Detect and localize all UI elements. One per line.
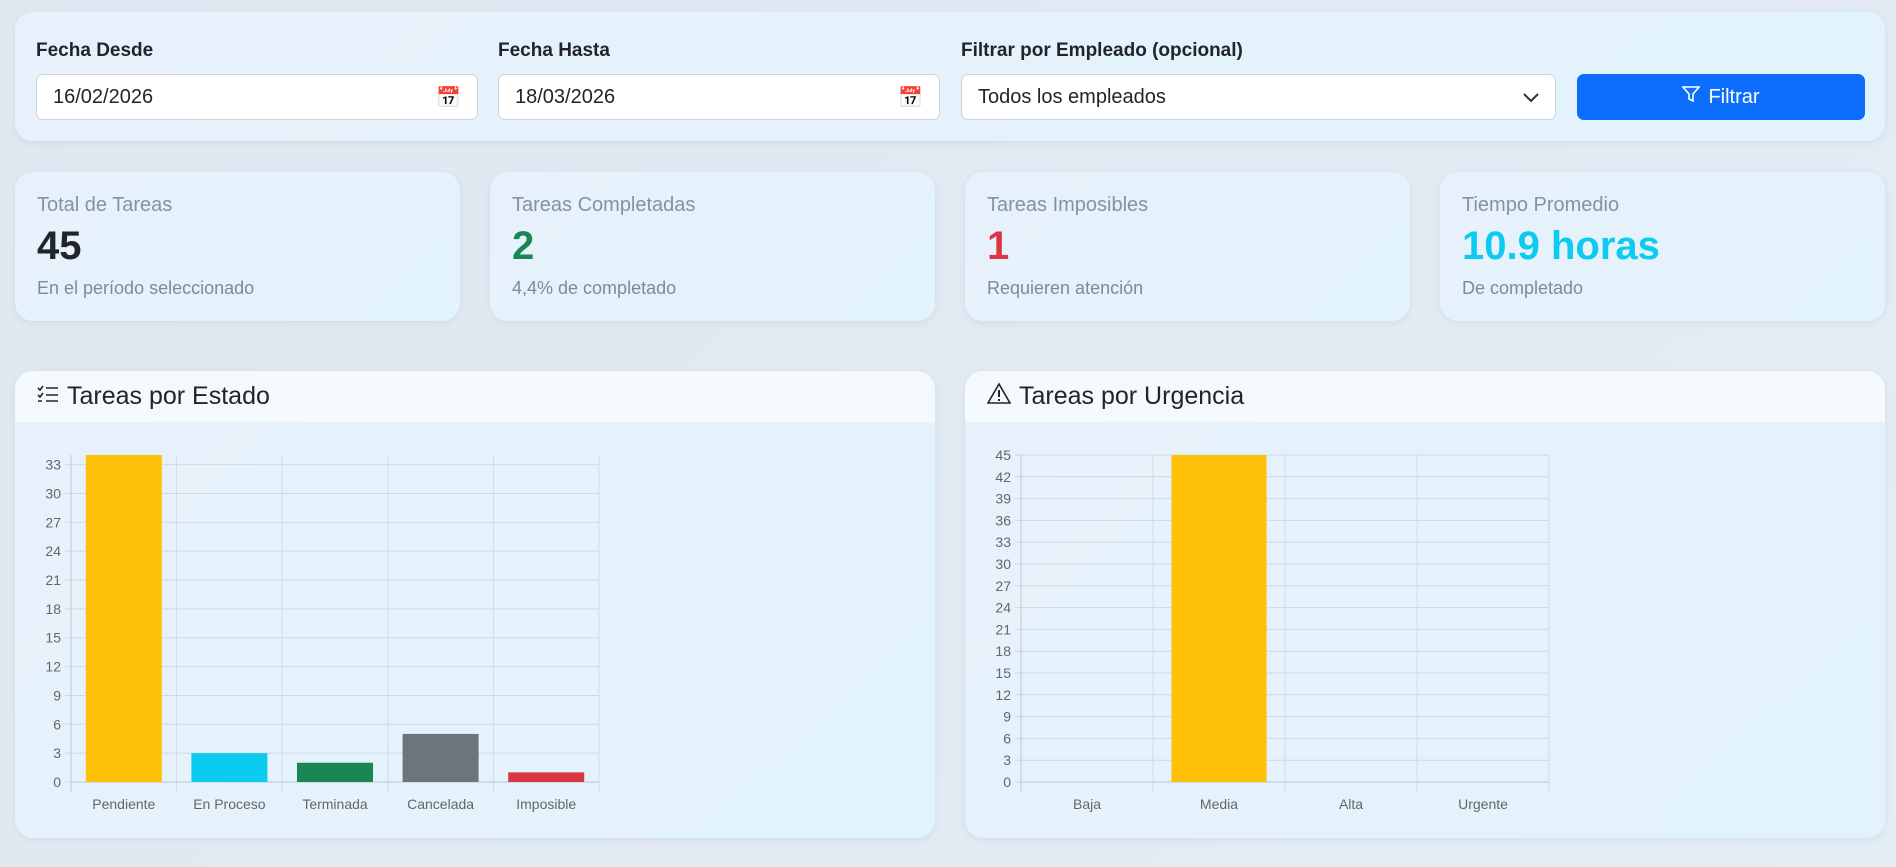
employee-value: Todos los empleados — [978, 85, 1166, 108]
stat-subtitle: De completado — [1462, 278, 1584, 298]
chart-card-urgencia: Tareas por Urgencia 0 3 6 9 12 15 18 21 24 27 30 33… — [965, 371, 1885, 838]
warning-icon — [986, 382, 1012, 411]
stat-title: Tiempo Promedio — [1462, 194, 1620, 216]
date-to-input[interactable]: 18/03/2026 📅 — [498, 74, 940, 120]
y-tick-label: 12 — [45, 659, 61, 675]
employee-label: Filtrar por Empleado (opcional) — [961, 40, 1243, 61]
y-tick-label: 42 — [995, 469, 1011, 485]
y-tick-label: 39 — [995, 491, 1011, 507]
y-tick-label: 3 — [53, 745, 61, 761]
bar — [296, 762, 374, 782]
y-tick-label: 27 — [45, 514, 61, 530]
x-tick-label: Pendiente — [92, 796, 155, 812]
y-tick-label: 9 — [1003, 709, 1011, 725]
y-tick-label: 15 — [995, 665, 1011, 681]
x-tick-label: Urgente — [1458, 796, 1508, 812]
y-tick-label: 24 — [995, 600, 1011, 616]
y-tick-label: 36 — [995, 512, 1011, 528]
date-from-label: Fecha Desde — [36, 40, 154, 61]
filter-button-label: Filtrar — [1708, 85, 1760, 108]
date-from-input[interactable]: 16/02/2026 📅 — [36, 74, 478, 120]
x-tick-label: Alta — [1339, 796, 1363, 812]
y-tick-label: 0 — [53, 774, 61, 790]
stat-value: 1 — [987, 224, 1010, 268]
y-tick-label: 0 — [1003, 774, 1011, 790]
y-tick-label: 6 — [53, 716, 61, 732]
filter-icon — [1681, 85, 1702, 109]
y-tick-label: 30 — [45, 485, 61, 501]
filter-button[interactable]: Filtrar — [1577, 74, 1865, 120]
y-tick-label: 3 — [1003, 752, 1011, 768]
y-tick-label: 21 — [45, 572, 61, 588]
filter-card: Fecha Desde 16/02/2026 📅 Fecha Hasta 18/0… — [15, 12, 1885, 141]
list-check-icon — [37, 382, 59, 411]
chart-header: Tareas por Estado — [15, 371, 935, 422]
y-tick-label: 33 — [995, 534, 1011, 550]
stat-card: Tareas Imposibles 1 Requieren atención — [965, 172, 1410, 321]
stat-title: Tareas Imposibles — [987, 194, 1149, 216]
date-from-value: 16/02/2026 — [53, 85, 154, 108]
bar — [191, 753, 268, 782]
stat-card: Total de Tareas 45 En el período selecci… — [15, 172, 460, 321]
stat-value: 45 — [37, 224, 82, 268]
x-tick-label: Baja — [1073, 796, 1101, 812]
x-tick-label: Cancelada — [407, 796, 474, 812]
chart-title: Tareas por Estado — [67, 382, 270, 410]
stat-subtitle: En el período seleccionado — [37, 278, 255, 298]
calendar-icon[interactable]: 📅 — [898, 86, 923, 109]
stat-subtitle: 4,4% de completado — [512, 278, 677, 298]
date-to-label: Fecha Hasta — [498, 40, 610, 61]
bar-chart-estado: 0 3 6 9 12 15 18 21 24 27 30 33 Pendiente En Proceso T… — [45, 455, 600, 812]
chart-title: Tareas por Urgencia — [1019, 382, 1245, 410]
y-tick-label: 15 — [45, 630, 61, 646]
y-tick-label: 12 — [995, 687, 1011, 703]
bar — [85, 455, 162, 782]
x-tick-label: En Proceso — [193, 796, 266, 812]
stat-title: Tareas Completadas — [512, 194, 696, 216]
x-tick-label: Imposible — [516, 796, 576, 812]
y-tick-label: 21 — [995, 621, 1011, 637]
stat-card: Tiempo Promedio 10.9 horas De completado — [1440, 172, 1885, 321]
y-tick-label: 33 — [45, 457, 61, 473]
bar — [402, 733, 479, 782]
stat-subtitle: Requieren atención — [987, 278, 1144, 298]
chart-header: Tareas por Urgencia — [965, 371, 1885, 422]
stat-value: 2 — [512, 224, 535, 268]
bar — [1171, 455, 1267, 782]
calendar-icon[interactable]: 📅 — [436, 86, 461, 109]
chart-card-estado: Tareas por Estado 0 3 6 9 12 15 18 21 24 27 30 33 Pe… — [15, 371, 935, 838]
date-to-value: 18/03/2026 — [515, 85, 616, 108]
stat-title: Total de Tareas — [37, 194, 173, 216]
y-tick-label: 6 — [1003, 730, 1011, 746]
y-tick-label: 18 — [995, 643, 1011, 659]
y-tick-label: 24 — [45, 543, 61, 559]
employee-select[interactable]: Todos los empleados — [961, 74, 1556, 120]
bar — [508, 772, 585, 782]
stat-card: Tareas Completadas 2 4,4% de completado — [490, 172, 935, 321]
x-tick-label: Terminada — [302, 796, 368, 812]
stat-value: 10.9 horas — [1462, 224, 1660, 268]
y-tick-label: 9 — [53, 687, 61, 703]
y-tick-label: 30 — [995, 556, 1011, 572]
x-tick-label: Media — [1200, 796, 1238, 812]
chevron-down-icon — [1523, 86, 1539, 109]
y-tick-label: 45 — [995, 447, 1011, 463]
y-tick-label: 27 — [995, 578, 1011, 594]
y-tick-label: 18 — [45, 601, 61, 617]
